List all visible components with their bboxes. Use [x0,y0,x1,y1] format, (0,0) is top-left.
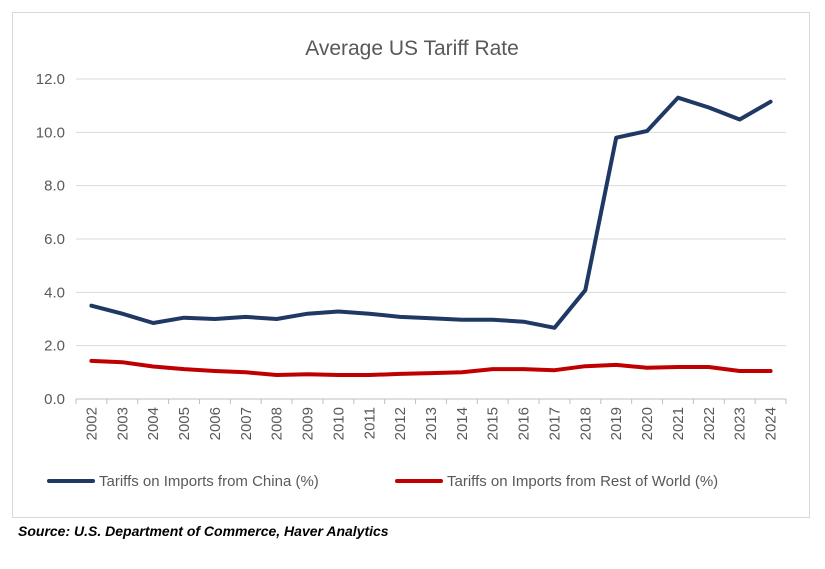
x-tick-label: 2008 [269,407,286,440]
x-tick-label: 2007 [238,407,255,440]
chart-frame: Average US Tariff Rate 0.0 2.0 4.0 6.0 8.0 10… [12,12,810,518]
x-tick-label: 2023 [732,407,749,440]
x-tick-label: 2010 [330,407,347,440]
x-tick-label: 2011 [361,407,378,439]
x-tick-label: 2019 [608,407,625,440]
x-tick-label: 2014 [454,407,471,440]
x-tick-label: 2012 [392,407,409,440]
y-tick-label: 6.0 [44,231,65,248]
y-tick-label: 2.0 [44,338,65,355]
x-tick-label: 2021 [670,407,687,440]
x-axis-ticks: 2002 2003 2004 2005 2006 2007 2008 2009 2010 2011… [75,399,787,440]
legend: Tariffs on Imports from China (%) Tariffs… [47,473,718,490]
y-tick-label: 10.0 [36,124,65,141]
y-axis-ticks: 0.0 2.0 4.0 6.0 8.0 10.0 12.0 [36,71,65,408]
x-tick-label: 2015 [485,407,502,440]
x-tick-label: 2018 [577,407,594,440]
series-lines [89,95,773,377]
x-tick-label: 2003 [114,407,131,440]
series-line-china [89,95,773,330]
line-chart: Average US Tariff Rate 0.0 2.0 4.0 6.0 8.0 10… [36,37,787,490]
series-line-rest-of-world [89,358,773,377]
y-tick-label: 0.0 [44,391,65,408]
x-tick-label: 2006 [207,407,224,440]
source-note: Source: U.S. Department of Commerce, Hav… [18,523,389,539]
x-tick-label: 2002 [83,407,100,440]
legend-label: Tariffs on Imports from China (%) [99,473,319,490]
chart-title: Average US Tariff Rate [305,37,519,60]
x-tick-label: 2020 [639,407,656,440]
x-tick-label: 2004 [145,407,162,440]
y-tick-label: 12.0 [36,71,65,88]
x-tick-label: 2005 [176,407,193,440]
x-tick-label: 2022 [701,407,718,440]
y-tick-label: 4.0 [44,284,65,301]
gridlines [76,78,786,400]
x-tick-label: 2016 [516,407,533,440]
x-tick-label: 2009 [300,407,317,440]
legend-label: Tariffs on Imports from Rest of World (%… [447,473,718,490]
x-tick-label: 2013 [423,407,440,440]
x-tick-label: 2024 [763,407,780,440]
y-tick-label: 8.0 [44,178,65,195]
x-tick-label: 2017 [546,407,563,440]
